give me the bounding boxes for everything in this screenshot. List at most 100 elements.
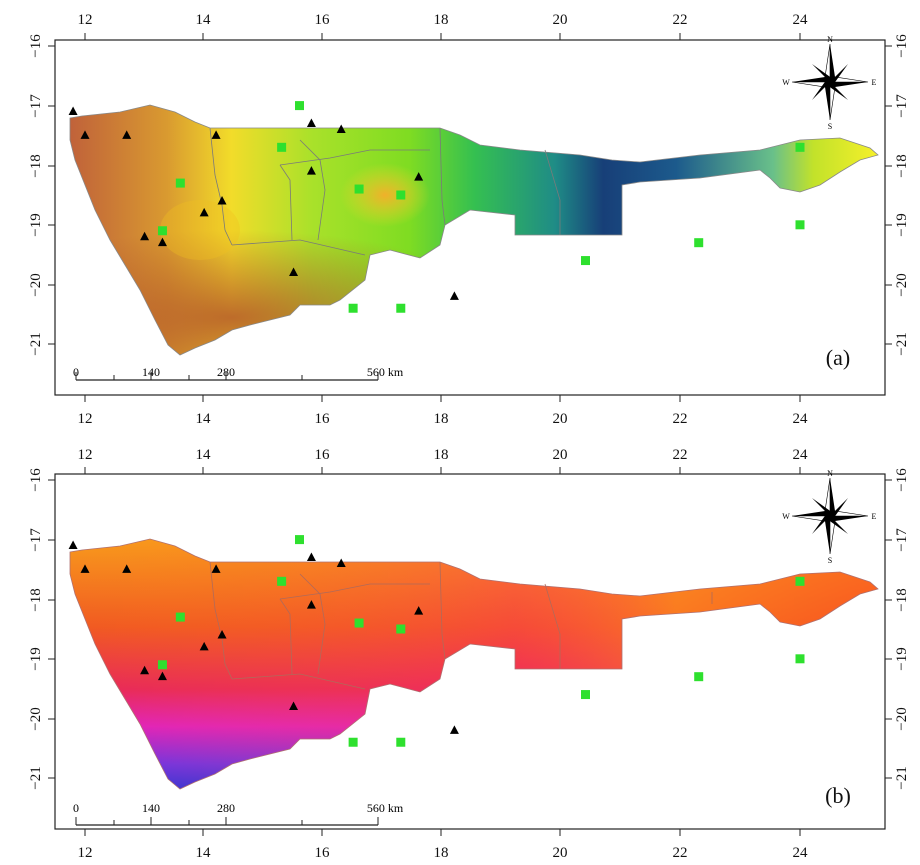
x-tick-label: 16: [315, 12, 331, 28]
x-tick-label: 14: [196, 12, 212, 28]
x-tick-label: 16: [315, 411, 331, 427]
compass-south: S: [828, 122, 832, 131]
y-tick-label: −16: [894, 468, 910, 492]
y-tick-label: −19: [28, 213, 44, 236]
x-tick-label: 20: [553, 12, 568, 28]
y-tick-label: −18: [28, 154, 44, 177]
compass-rose-icon: N S E W: [782, 35, 876, 131]
station-square-marker: [581, 690, 590, 700]
y-tick-label: −18: [894, 154, 910, 177]
x-tick-label: 12: [78, 447, 93, 463]
station-square-marker: [795, 654, 805, 664]
scale-label: 280: [217, 365, 235, 379]
x-axis-top: [84, 33, 801, 40]
y-tick-label: −17: [894, 528, 910, 552]
station-triangle-marker: [306, 600, 316, 609]
x-tick-label: 24: [793, 845, 809, 861]
x-axis-bottom: [84, 395, 801, 402]
scale-label: 140: [142, 365, 160, 379]
station-triangle-marker: [217, 195, 227, 205]
station-triangle-marker: [122, 564, 132, 573]
station-markers: [68, 101, 805, 313]
compass-east: E: [872, 512, 877, 521]
y-tick-label: −19: [28, 647, 44, 670]
x-tick-label: 18: [434, 447, 449, 463]
station-triangle-marker: [449, 291, 459, 300]
x-tick-label: 22: [673, 411, 688, 427]
y-tick-label: −20: [28, 707, 44, 730]
station-square-marker: [277, 142, 287, 152]
x-tick-label: 12: [78, 411, 93, 427]
station-square-marker: [396, 303, 406, 313]
station-square-marker: [795, 220, 805, 230]
y-tick-label: −21: [28, 766, 44, 789]
panel-b: 12 14 16 18 20 22 24 12 14 16 18 20 22 2…: [28, 411, 910, 861]
station-triangle-marker: [336, 124, 346, 133]
scale-bar: 0 140 280 560 km: [73, 365, 404, 381]
station-square-marker: [354, 184, 364, 194]
station-triangle-marker: [289, 701, 299, 710]
x-tick-label: 14: [196, 411, 212, 427]
panel-label: (b): [825, 783, 851, 808]
station-square-marker: [157, 226, 167, 236]
station-triangle-marker: [68, 540, 78, 550]
x-axis-bottom: [84, 829, 801, 836]
scale-label: 560 km: [367, 801, 404, 815]
compass-west: W: [782, 512, 790, 521]
station-triangle-marker: [157, 671, 167, 681]
y-tick-label: −17: [28, 94, 44, 118]
scale-bar: 0 140 280 560 km: [73, 801, 404, 826]
x-tick-label: 22: [673, 845, 688, 861]
station-square-marker: [348, 303, 358, 313]
station-square-marker: [157, 660, 167, 670]
station-triangle-marker: [199, 207, 209, 217]
station-triangle-marker: [449, 725, 459, 734]
y-tick-label: −19: [894, 647, 910, 670]
station-triangle-marker: [217, 629, 227, 639]
station-square-marker: [581, 256, 590, 266]
station-triangle-marker: [306, 166, 316, 175]
x-tick-label: 22: [673, 12, 688, 28]
x-tick-label: 22: [673, 447, 688, 463]
station-triangle-marker: [140, 665, 150, 675]
x-tick-label: 20: [553, 447, 568, 463]
station-square-marker: [175, 612, 185, 622]
panel-label: (a): [826, 345, 850, 370]
station-square-marker: [354, 618, 364, 628]
station-triangle-marker: [199, 641, 209, 651]
x-tick-label: 24: [793, 12, 809, 28]
station-square-marker: [795, 576, 805, 586]
x-tick-label: 14: [196, 447, 212, 463]
station-square-marker: [396, 737, 406, 747]
station-triangle-marker: [211, 564, 221, 573]
compass-west: W: [782, 78, 790, 87]
panel-a: 12 14 16 18 20 22 24 −16: [28, 12, 910, 402]
compass-north: N: [827, 469, 833, 478]
y-tick-label: −19: [894, 213, 910, 236]
station-triangle-marker: [306, 118, 316, 127]
x-tick-label: 16: [315, 447, 331, 463]
region-shape: [69, 104, 879, 356]
y-tick-label: −17: [894, 94, 910, 118]
y-tick-label: −21: [894, 766, 910, 789]
scale-label: 140: [142, 801, 160, 815]
y-tick-label: −16: [894, 34, 910, 58]
station-square-marker: [795, 142, 805, 152]
station-square-marker: [396, 190, 406, 200]
admin-borders: [209, 127, 561, 256]
x-axis-top: [84, 467, 801, 474]
station-triangle-marker: [336, 558, 346, 567]
station-square-marker: [277, 576, 287, 586]
x-tick-label: 18: [434, 12, 449, 28]
x-tick-label: 12: [78, 12, 93, 28]
station-triangle-marker: [306, 552, 316, 561]
y-tick-label: −16: [28, 468, 44, 492]
station-square-marker: [295, 535, 304, 545]
y-tick-label: −20: [894, 707, 910, 730]
x-tick-label: 12: [78, 845, 93, 861]
x-tick-label: 24: [793, 411, 809, 427]
station-square-marker: [694, 238, 704, 248]
station-triangle-marker: [414, 172, 424, 181]
station-triangle-marker: [289, 267, 299, 276]
x-tick-label: 18: [434, 845, 449, 861]
